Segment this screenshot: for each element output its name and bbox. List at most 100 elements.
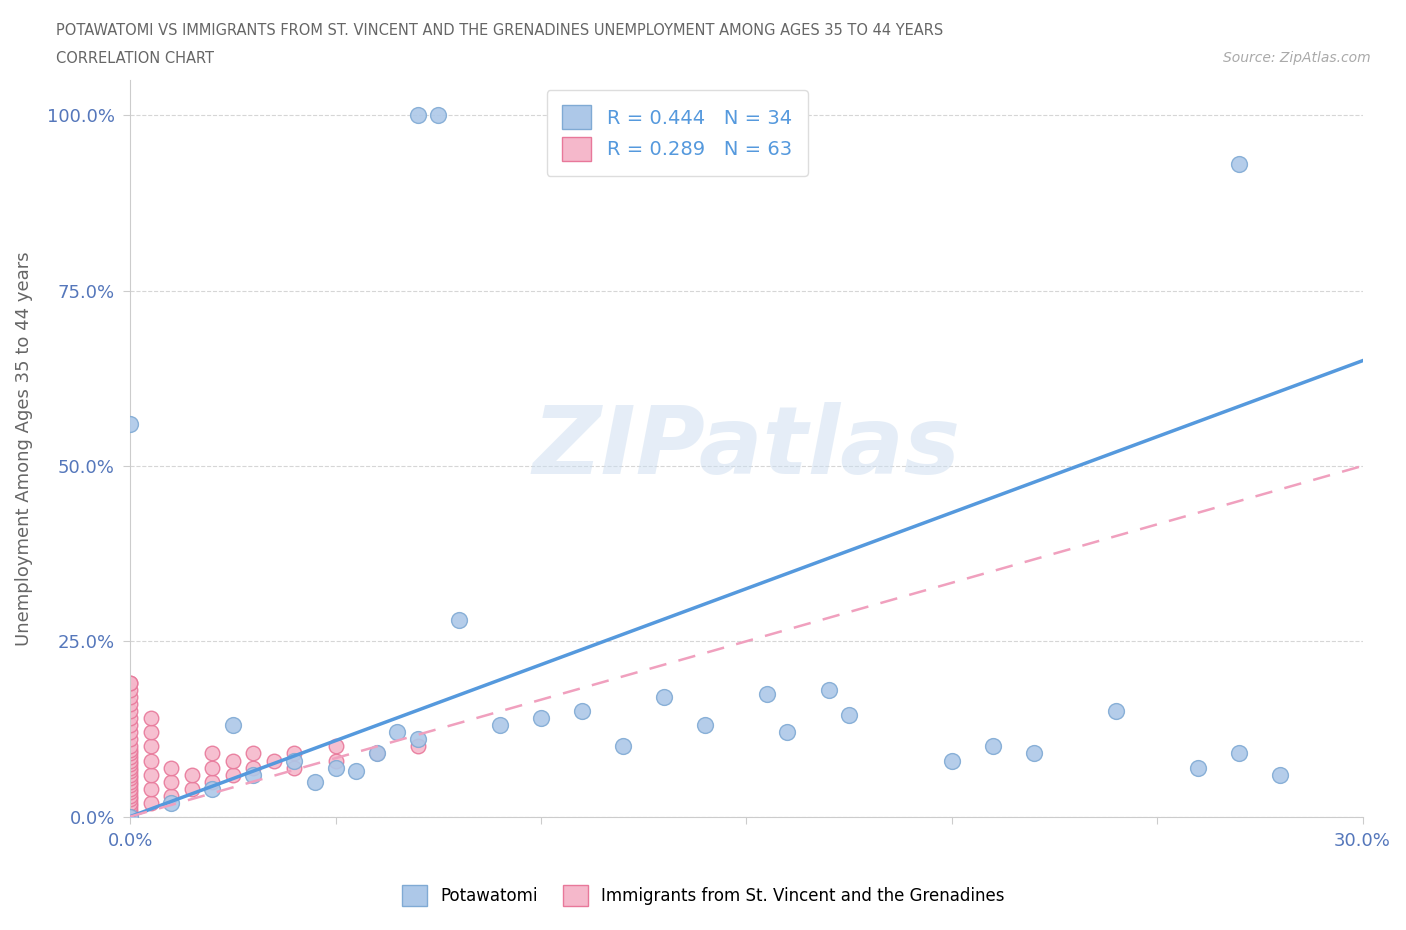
Point — [1022, 746, 1045, 761]
Point — [120, 750, 142, 764]
Point — [120, 718, 142, 733]
Point — [160, 760, 183, 775]
Point — [120, 809, 142, 824]
Point — [120, 732, 142, 747]
Text: ZIPatlas: ZIPatlas — [533, 403, 960, 495]
Point — [366, 746, 388, 761]
Point — [180, 781, 202, 796]
Point — [222, 753, 245, 768]
Y-axis label: Unemployment Among Ages 35 to 44 years: Unemployment Among Ages 35 to 44 years — [15, 251, 32, 645]
Point — [120, 760, 142, 775]
Point — [283, 760, 305, 775]
Point — [120, 417, 142, 432]
Point — [139, 711, 162, 725]
Point — [120, 683, 142, 698]
Point — [385, 725, 408, 740]
Point — [344, 764, 367, 778]
Legend: Potawatomi, Immigrants from St. Vincent and the Grenadines: Potawatomi, Immigrants from St. Vincent … — [395, 879, 1011, 912]
Text: CORRELATION CHART: CORRELATION CHART — [56, 51, 214, 66]
Point — [120, 739, 142, 754]
Point — [139, 739, 162, 754]
Point — [120, 788, 142, 803]
Point — [120, 809, 142, 824]
Point — [120, 803, 142, 817]
Point — [489, 718, 512, 733]
Point — [325, 753, 347, 768]
Point — [180, 767, 202, 782]
Point — [120, 742, 142, 757]
Point — [120, 676, 142, 691]
Point — [139, 725, 162, 740]
Point — [160, 788, 183, 803]
Point — [1187, 760, 1209, 775]
Point — [242, 746, 264, 761]
Point — [201, 746, 224, 761]
Point — [120, 676, 142, 691]
Point — [201, 781, 224, 796]
Point — [120, 781, 142, 796]
Point — [1105, 704, 1128, 719]
Point — [242, 767, 264, 782]
Point — [222, 767, 245, 782]
Point — [120, 785, 142, 800]
Point — [160, 795, 183, 810]
Point — [571, 704, 593, 719]
Point — [755, 686, 778, 701]
Point — [120, 690, 142, 705]
Point — [139, 781, 162, 796]
Point — [530, 711, 553, 725]
Point — [160, 774, 183, 789]
Point — [120, 809, 142, 824]
Point — [447, 613, 470, 628]
Point — [120, 774, 142, 789]
Point — [695, 718, 717, 733]
Point — [406, 732, 429, 747]
Point — [139, 753, 162, 768]
Point — [120, 757, 142, 772]
Point — [776, 725, 799, 740]
Point — [120, 809, 142, 824]
Point — [120, 777, 142, 792]
Point — [222, 718, 245, 733]
Point — [817, 683, 839, 698]
Point — [120, 697, 142, 711]
Point — [139, 795, 162, 810]
Point — [120, 711, 142, 725]
Point — [120, 764, 142, 778]
Point — [120, 753, 142, 768]
Point — [304, 774, 326, 789]
Point — [1227, 746, 1250, 761]
Point — [120, 799, 142, 814]
Point — [612, 739, 634, 754]
Point — [1270, 767, 1292, 782]
Point — [120, 704, 142, 719]
Legend: R = 0.444   N = 34, R = 0.289   N = 63: R = 0.444 N = 34, R = 0.289 N = 63 — [547, 90, 807, 176]
Point — [120, 805, 142, 820]
Point — [325, 760, 347, 775]
Point — [283, 753, 305, 768]
Point — [941, 753, 963, 768]
Point — [120, 809, 142, 824]
Point — [201, 774, 224, 789]
Point — [366, 746, 388, 761]
Point — [981, 739, 1004, 754]
Point — [120, 746, 142, 761]
Point — [1227, 157, 1250, 172]
Point — [120, 809, 142, 824]
Point — [283, 746, 305, 761]
Point — [325, 739, 347, 754]
Point — [652, 690, 675, 705]
Point — [120, 767, 142, 782]
Point — [838, 708, 860, 723]
Point — [120, 791, 142, 806]
Point — [406, 108, 429, 123]
Text: Source: ZipAtlas.com: Source: ZipAtlas.com — [1223, 51, 1371, 65]
Point — [406, 739, 429, 754]
Point — [120, 725, 142, 740]
Point — [139, 767, 162, 782]
Text: POTAWATOMI VS IMMIGRANTS FROM ST. VINCENT AND THE GRENADINES UNEMPLOYMENT AMONG : POTAWATOMI VS IMMIGRANTS FROM ST. VINCEN… — [56, 23, 943, 38]
Point — [120, 809, 142, 824]
Point — [263, 753, 285, 768]
Point — [242, 760, 264, 775]
Point — [120, 809, 142, 824]
